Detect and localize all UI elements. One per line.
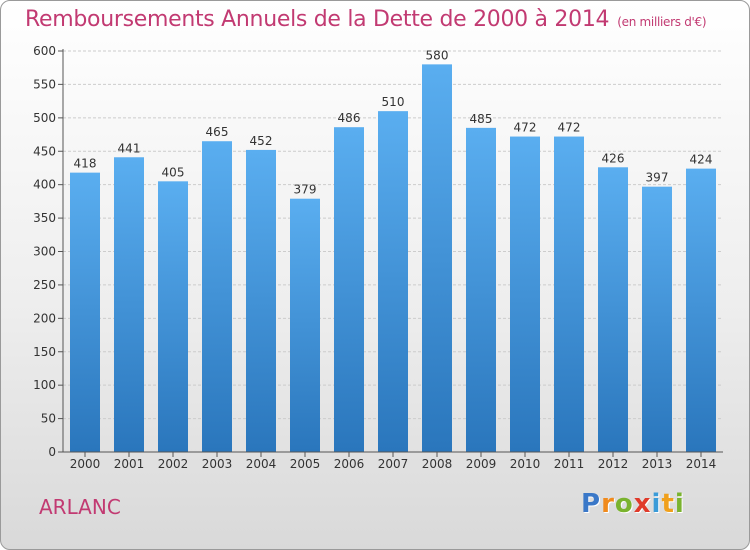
x-tick-label: 2002 — [158, 457, 189, 471]
data-label: 405 — [162, 165, 185, 179]
data-label: 379 — [294, 183, 317, 197]
data-label: 441 — [118, 141, 141, 155]
logo-letter: t — [661, 489, 675, 519]
data-label: 424 — [690, 153, 713, 167]
logo-letter: P — [581, 489, 602, 519]
y-tick-label: 150 — [33, 345, 56, 359]
x-tick-label: 2009 — [466, 457, 497, 471]
data-labels: 418 441 405 465 452 379 486 510 580 485 472 472 426 3… — [74, 48, 713, 196]
x-tick-label: 2001 — [114, 457, 145, 471]
bar — [158, 181, 188, 452]
y-tick-label: 600 — [33, 44, 56, 58]
bar — [70, 172, 100, 453]
x-tick-label: 2011 — [554, 457, 585, 471]
bars — [70, 64, 716, 453]
data-label: 472 — [514, 121, 537, 135]
bar — [598, 167, 628, 453]
bar — [378, 111, 408, 453]
logo-letter: i — [651, 489, 662, 519]
data-label: 426 — [602, 151, 625, 165]
bar — [290, 198, 320, 452]
bar — [422, 64, 452, 452]
logo-letter: i — [674, 489, 685, 519]
y-tick-label: 200 — [33, 311, 56, 325]
x-tick-label: 2003 — [202, 457, 233, 471]
bar — [466, 127, 496, 452]
y-tick-label: 450 — [33, 144, 56, 158]
x-tick-label: 2012 — [598, 457, 629, 471]
city-name: ARLANC — [39, 495, 121, 519]
bar — [334, 127, 364, 452]
data-label: 510 — [382, 95, 405, 109]
x-tick-label: 2000 — [70, 457, 101, 471]
bar — [554, 136, 584, 452]
proxiti-logo: Proxiti — [581, 489, 685, 519]
bar — [202, 141, 232, 452]
bar — [114, 157, 144, 452]
x-tick-label: 2007 — [378, 457, 409, 471]
x-tick-label: 2014 — [686, 457, 717, 471]
y-tick-label: 50 — [41, 412, 56, 426]
data-label: 472 — [558, 121, 581, 135]
y-tick-label: 350 — [33, 211, 56, 225]
x-tick-label: 2005 — [290, 457, 321, 471]
data-label: 580 — [426, 48, 449, 62]
y-tick-label: 400 — [33, 178, 56, 192]
x-tick-label: 2010 — [510, 457, 541, 471]
chart-subtitle: (en milliers d'€) — [617, 15, 707, 29]
y-tick-label: 100 — [33, 378, 56, 392]
logo-letter: x — [633, 489, 652, 519]
bar — [686, 168, 716, 453]
y-tick-label: 550 — [33, 77, 56, 91]
y-tick-label: 250 — [33, 278, 56, 292]
data-label: 486 — [338, 111, 361, 125]
bar — [246, 149, 276, 452]
bar — [510, 136, 540, 452]
y-tick-label: 500 — [33, 111, 56, 125]
logo-letter: o — [614, 489, 634, 519]
chart-title: Remboursements Annuels de la Dette de 20… — [25, 7, 707, 32]
x-tick-label: 2006 — [334, 457, 365, 471]
x-tick-label: 2004 — [246, 457, 277, 471]
data-label: 452 — [250, 134, 273, 148]
y-tick-label: 300 — [33, 245, 56, 259]
data-label: 485 — [470, 112, 493, 126]
axes: 0 50 100 150 200 250 300 350 400 450 500 550 600 2000… — [33, 44, 723, 471]
x-tick-label: 2013 — [642, 457, 673, 471]
chart-title-text: Remboursements Annuels de la Dette de 20… — [25, 7, 610, 32]
y-tick-label: 0 — [48, 445, 56, 459]
x-tick-label: 2008 — [422, 457, 453, 471]
bar — [642, 186, 672, 452]
data-label: 418 — [74, 157, 97, 171]
data-label: 397 — [646, 171, 669, 185]
logo-letter: r — [601, 489, 615, 519]
data-label: 465 — [206, 125, 229, 139]
